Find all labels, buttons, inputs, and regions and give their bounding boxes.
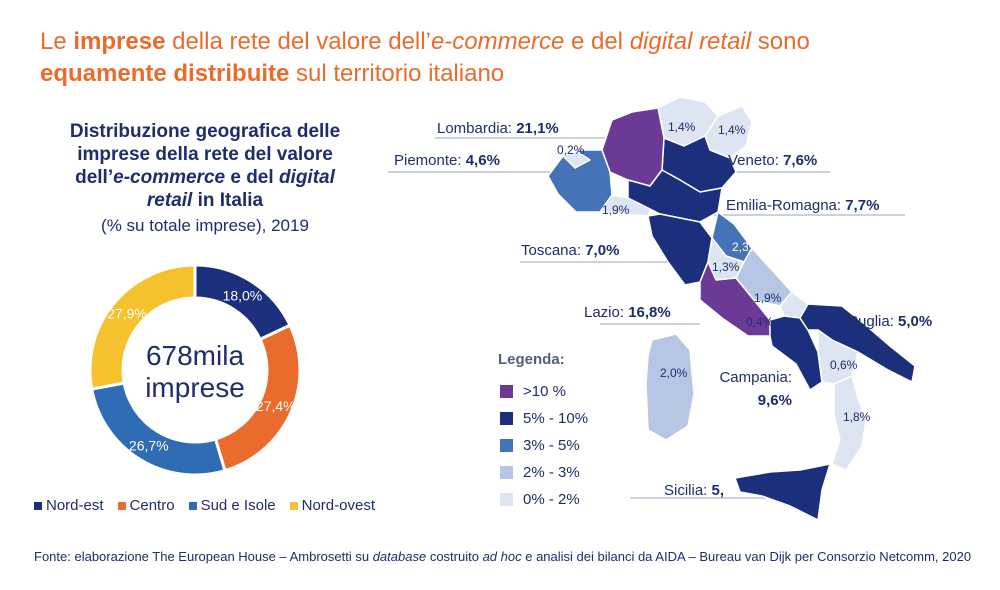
donut-slice-nord-ovest	[88, 263, 197, 391]
region-label-lombardia: Lombardia: 21,1%	[437, 120, 559, 137]
legend-swatch	[188, 501, 197, 510]
region-label-emilia: Emilia-Romagna: 7,7%	[726, 197, 880, 214]
label-sardegna: 2,0%	[660, 366, 688, 380]
legend-label: Nord-est	[46, 497, 104, 514]
legend-label: Centro	[129, 497, 175, 514]
legend-item-nord-ovest: Nord-ovest	[289, 497, 375, 514]
legend-item-centro: Centro	[117, 497, 175, 514]
map-legend-item: 3% - 5%	[500, 437, 588, 454]
donut-center-label: imprese	[145, 372, 245, 403]
region-lombardia	[601, 107, 665, 187]
label-molise: 0,4%	[746, 315, 774, 329]
legend-label: Sud e Isole	[200, 497, 276, 514]
chart-subtitle: (% su totale imprese), 2019	[101, 216, 309, 235]
donut-data-label: 27,4%	[256, 398, 296, 414]
map-legend-label: 0% - 2%	[523, 491, 580, 508]
region-sicilia	[734, 463, 831, 521]
map-legend-item: 5% - 10%	[500, 410, 588, 427]
label-liguria: 1,9%	[602, 203, 630, 217]
map-legend-swatch	[500, 412, 513, 425]
label-umbria: 1,3%	[712, 260, 740, 274]
map-legend-item: 0% - 2%	[500, 491, 588, 508]
legend-item-sud-e-isole: Sud e Isole	[188, 497, 276, 514]
chart-title: Distribuzione geografica delle imprese d…	[69, 121, 341, 211]
italy-map: 1,4% 1,4% 0,2% 1,9% 2,3% 1,3% 1,9% 0,4% …	[388, 96, 916, 521]
legend-item-nord-est: Nord-est	[34, 497, 104, 514]
label-abruzzo: 1,9%	[754, 291, 782, 305]
donut-center-value: 678mila	[146, 340, 244, 371]
region-label-campania: Campania: 9,6%	[719, 369, 792, 409]
map-legend-swatch	[500, 385, 513, 398]
region-label-veneto: Veneto: 7,6%	[728, 152, 818, 169]
map-legend-label: 5% - 10%	[523, 410, 589, 427]
label-trentino: 1,4%	[668, 120, 696, 134]
label-vda: 0,2%	[557, 143, 585, 157]
source-note: Fonte: elaborazione The European House –…	[34, 549, 972, 564]
region-label-sicilia: Sicilia: 5,	[664, 482, 725, 499]
region-label-puglia: Puglia: 5,0%	[848, 313, 933, 330]
region-emilia	[627, 169, 723, 223]
legend-swatch	[34, 501, 42, 510]
region-calabria	[831, 375, 867, 471]
map-legend-label: 3% - 5%	[523, 437, 580, 454]
page-headline: Le imprese della rete del valore dell’e-…	[40, 28, 810, 87]
legend-swatch	[289, 501, 298, 510]
label-friuli: 1,4%	[718, 123, 746, 137]
map-legend-label: 2% - 3%	[523, 464, 580, 481]
legend-swatch	[117, 501, 126, 510]
legend-label: Nord-ovest	[301, 497, 375, 514]
map-legend-swatch	[500, 466, 513, 479]
map-legend-item: 2% - 3%	[500, 464, 588, 481]
label-basilicata: 0,6%	[830, 358, 858, 372]
label-marche: 2,3%	[732, 240, 760, 254]
map-legend-title: Legenda:	[498, 351, 565, 368]
map-legend: >10 % 5% - 10% 3% - 5% 2% - 3% 0% - 2%	[500, 383, 588, 508]
label-calabria: 1,8%	[843, 410, 871, 424]
donut-legend: Nord-est Centro Sud e Isole Nord-ovest	[34, 497, 375, 514]
region-label-piemonte: Piemonte: 4,6%	[394, 152, 500, 169]
map-legend-label: >10 %	[523, 383, 566, 400]
donut-data-label: 27,9%	[107, 305, 147, 321]
region-label-lazio: Lazio: 16,8%	[584, 304, 671, 321]
map-legend-swatch	[500, 439, 513, 452]
region-sardegna	[645, 333, 695, 441]
donut-chart: 18,0% 27,4% 26,7% 27,9% 678mila imprese	[88, 263, 302, 477]
region-puglia	[799, 303, 916, 383]
region-piemonte	[547, 149, 613, 213]
map-legend-swatch	[500, 493, 513, 506]
map-legend-item: >10 %	[500, 383, 588, 400]
donut-data-label: 26,7%	[129, 437, 169, 453]
donut-data-label: 18,0%	[223, 287, 263, 303]
region-label-toscana: Toscana: 7,0%	[521, 242, 620, 259]
